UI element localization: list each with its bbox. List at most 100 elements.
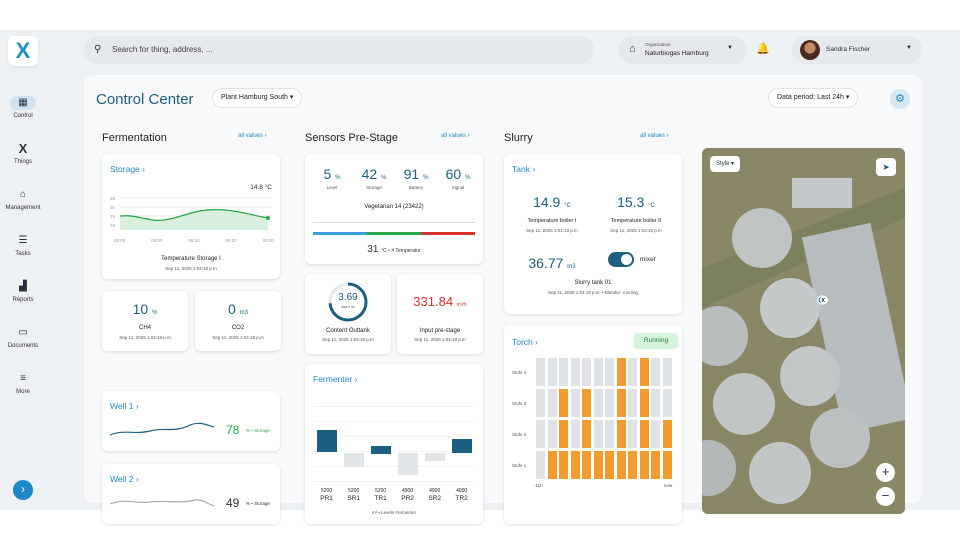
sensor-device-name: Vegetarian 14 (23422)	[364, 204, 424, 210]
period-selector[interactable]: Data period: Last 24h ▾	[768, 88, 859, 108]
nav-tasks[interactable]: ☰ Tasks	[0, 234, 46, 257]
slurry-heading: Slurry	[504, 132, 533, 144]
user-menu[interactable]: Sandra Fischer ▼	[792, 36, 922, 64]
torch-cell	[536, 420, 545, 448]
nav-control[interactable]: ▦ Control	[0, 96, 46, 119]
well1-card[interactable]: Well 1 › 78 % • Storage	[102, 391, 280, 451]
boiler1-value: 14.9 °C	[533, 194, 571, 210]
org-caption: Organization	[645, 42, 671, 47]
storage-line-chart	[120, 197, 272, 230]
boiler1-label: Temperature boiler I	[527, 218, 577, 224]
co2-value: 0 m3	[227, 301, 249, 317]
reports-icon: ▟	[19, 281, 27, 292]
torch-cell	[559, 420, 568, 448]
site-map[interactable]: X Style ▾ ➤ + −	[702, 148, 905, 514]
torch-card[interactable]: Torch › Running Stufe 4 Stufe 3 Stufe 2 …	[504, 325, 682, 524]
torch-grid	[536, 358, 676, 482]
chevron-down-icon: ▼	[727, 45, 733, 51]
torch-cell	[559, 451, 568, 479]
search-input[interactable]: ⚲ Search for thing, address, ...	[84, 36, 594, 64]
torch-cell	[651, 420, 660, 448]
torch-cell	[570, 358, 580, 386]
top-bar: ⚲ Search for thing, address, ... ⌂ Organi…	[84, 36, 922, 66]
torch-cell	[628, 451, 637, 479]
torch-cell	[582, 358, 591, 386]
storage-y-axis: 25 20 15 10	[110, 196, 116, 228]
torch-cell	[605, 389, 614, 417]
ch4-value: 10 %	[132, 301, 158, 317]
co2-label: CO2	[231, 325, 245, 331]
gear-icon[interactable]: ⚙	[890, 89, 910, 109]
sensor-battery-label: Battery	[408, 185, 424, 190]
organization-selector[interactable]: ⌂ Organization Naturbiogas Hamburg ▼	[619, 36, 747, 64]
sensors-all-values-link[interactable]: all values ›	[441, 133, 470, 139]
well2-title: Well 2 ›	[110, 474, 139, 484]
nav-management[interactable]: ⌂ Management	[5, 189, 41, 211]
main-panel: Control Center Plant Hamburg South ▾ Dat…	[84, 75, 922, 524]
torch-stage-3: Stufe 3	[512, 401, 527, 406]
input-prestage-value: 331.84 m³/h	[413, 294, 467, 309]
torch-cell	[582, 420, 591, 448]
user-name: Sandra Fischer	[826, 46, 871, 53]
boiler2-value: 15.3 °C	[617, 194, 655, 210]
org-name: Naturbiogas Hamburg	[645, 50, 709, 57]
plant-selector[interactable]: Plant Hamburg South ▾	[212, 88, 303, 108]
boiler1-time: Sep 11, 2025 1:04:18 p.m	[526, 228, 578, 233]
mixer-toggle[interactable]	[608, 252, 634, 267]
torch-stage-4: Stufe 4	[512, 370, 527, 375]
torch-cell	[593, 420, 603, 448]
expand-sidebar-button[interactable]: ›	[13, 480, 33, 500]
fermenter-card[interactable]: Fermenter › 5200 PR1 5200 SR1 5200 TR1 4900…	[305, 364, 483, 524]
nav-reports[interactable]: ▟ Reports	[0, 280, 46, 303]
well1-value: 78	[226, 423, 240, 437]
slurry-tank-caption: Slurry tank 01	[574, 280, 612, 286]
tank-card[interactable]: Tank › 14.9 °C Temperature boiler I Sep …	[504, 154, 682, 314]
torch-stage-2: Stufe 2	[512, 432, 527, 437]
sensor-battery-value: 91 %	[403, 166, 429, 182]
torch-cell	[628, 358, 637, 386]
torch-cell	[536, 358, 545, 386]
co2-card[interactable]: 0 m3 CO2 Sep 11, 2025 1:04:18 p.m	[195, 291, 281, 351]
storage-x-axis: 08:00 09:00 09:10 09:20 09:30	[114, 238, 274, 243]
torch-cell	[570, 451, 580, 479]
temperature-range-bar	[313, 232, 475, 235]
outtank-time: Sep 11, 2025 1:04:18 p.m	[322, 337, 374, 342]
outtank-gauge	[328, 282, 368, 322]
boiler2-time: Sep 11, 2025 1:04:18 p.m	[610, 228, 662, 233]
input-prestage-card[interactable]: 331.84 m³/h Input pre-stage Sep 11, 2025…	[397, 274, 483, 354]
torch-cell	[605, 358, 614, 386]
satellite-image: X	[702, 148, 905, 514]
ch4-card[interactable]: 10 % CH4 Sep 11, 2025 1:04:18 p.m	[102, 291, 188, 351]
search-icon: ⚲	[94, 44, 102, 55]
well2-sparkline	[110, 499, 214, 507]
outtank-label: Content Outtank	[326, 328, 370, 334]
nav-more[interactable]: ≡ More	[0, 372, 46, 395]
slurry-all-values-link[interactable]: all values ›	[640, 133, 669, 139]
zoom-in-button[interactable]: +	[876, 463, 895, 482]
torch-cell	[616, 358, 626, 386]
sensors-card[interactable]: 5 % Level 42 % Storage 91 % Battery 60 %…	[305, 154, 483, 264]
ch4-time: Sep 11, 2025 1:04:18 p.m	[119, 335, 171, 340]
torch-cell	[605, 451, 614, 479]
locate-icon[interactable]: ➤	[876, 158, 896, 176]
fermentation-all-values-link[interactable]: all values ›	[238, 133, 267, 139]
map-style-dropdown[interactable]: Style ▾	[710, 156, 741, 172]
app-logo[interactable]: X	[8, 36, 38, 66]
torch-cell	[582, 451, 591, 479]
torch-cell	[593, 358, 603, 386]
well1-sparkline	[110, 422, 214, 436]
outtank-card[interactable]: 3.69 max 5 m³ Content Outtank Sep 11, 20…	[305, 274, 391, 354]
nav-documents[interactable]: ▭ Documents	[7, 327, 39, 349]
storage-card[interactable]: Storage › 14.8 °C 25 20 15 10 08:00 09:00 09:…	[102, 154, 280, 279]
well2-card[interactable]: Well 2 › 49 % • Storage	[102, 464, 280, 524]
boiler2-label: Temperature boiler II	[610, 218, 662, 224]
torch-end-label: now	[664, 483, 673, 488]
input-prestage-label: Input pre-stage	[419, 328, 461, 334]
bell-icon[interactable]: 🔔	[756, 43, 770, 55]
sensor-storage-value: 42 %	[361, 166, 387, 182]
folder-icon: ▭	[18, 327, 28, 338]
nav-things[interactable]: X Things	[0, 141, 46, 166]
things-icon: X	[18, 141, 28, 156]
torch-cell	[593, 389, 603, 417]
zoom-out-button[interactable]: −	[876, 487, 895, 506]
